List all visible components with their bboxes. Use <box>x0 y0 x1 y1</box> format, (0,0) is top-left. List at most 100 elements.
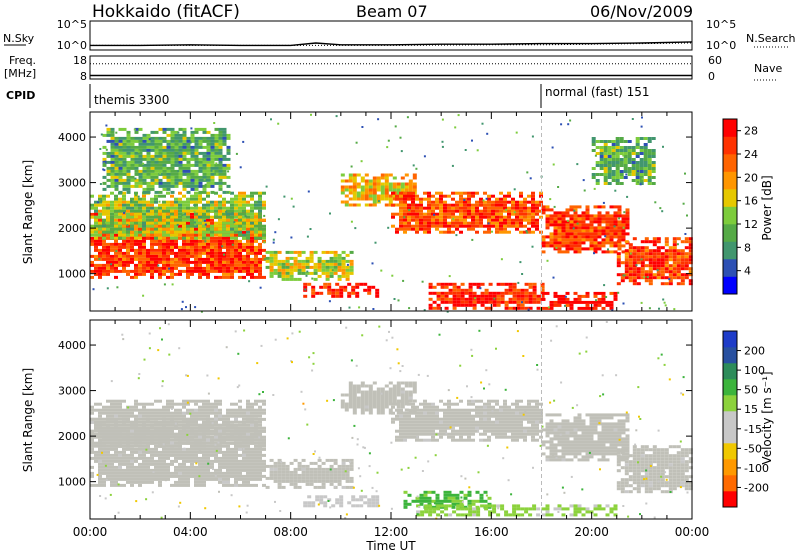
power-cell-r1 <box>210 200 214 204</box>
power-cell-r6 <box>491 224 495 228</box>
power-cell-r0 <box>238 248 242 252</box>
power-noise-point <box>555 246 558 249</box>
power-cell-r0 <box>162 254 166 258</box>
power-cell-r8 <box>585 232 590 236</box>
power-cell-r5 <box>372 182 377 186</box>
power-cell-r3 <box>329 259 334 263</box>
power-cell-r11 <box>619 173 624 176</box>
velocity-cell-r0 <box>254 462 258 466</box>
power-cell-r11 <box>611 176 616 179</box>
power-noise-point <box>613 225 616 228</box>
power-cell-r0 <box>110 263 114 267</box>
power-cell-r6 <box>407 227 411 231</box>
power-cell-r1 <box>242 233 246 237</box>
velocity-cell-r1 <box>98 402 102 406</box>
power-cell-r1 <box>110 233 114 237</box>
power-cell-r2 <box>146 151 151 155</box>
power-cell-r3 <box>301 250 306 254</box>
power-cell-r2 <box>174 145 179 149</box>
power-cell-r8 <box>561 235 566 239</box>
power-cell-r1 <box>142 221 146 225</box>
power-cell-r2 <box>142 169 147 173</box>
power-cell-r3 <box>281 271 286 275</box>
power-cell-r2 <box>226 136 231 140</box>
power-cell-r6 <box>415 194 419 198</box>
power-cell-r8 <box>569 208 574 212</box>
power-cell-r8 <box>577 247 582 251</box>
power-cell-r1 <box>114 206 118 210</box>
power-cell-r7 <box>436 291 441 295</box>
velocity-cell-r0 <box>194 453 198 457</box>
power-cell-r0 <box>242 230 246 234</box>
power-colorbar-tick-label: 20 <box>744 171 758 184</box>
velocity-cell-r0 <box>242 459 246 463</box>
velocity-cell-r0 <box>194 477 198 481</box>
power-cell-r8 <box>609 244 614 248</box>
velocity-cell-r0 <box>190 450 194 454</box>
velocity-cell-r0 <box>98 480 102 484</box>
velocity-cell-r0 <box>178 447 182 451</box>
power-cell-r10 <box>668 249 673 253</box>
power-cell-r3 <box>273 253 278 257</box>
power-cell-r1 <box>118 221 122 225</box>
power-cell-r1 <box>194 197 198 201</box>
power-cell-r6 <box>399 197 403 201</box>
power-cell-r2 <box>218 145 223 149</box>
velocity-cell-r1 <box>110 402 114 406</box>
power-cell-r8 <box>605 235 610 239</box>
velocity-heatmap <box>90 320 693 520</box>
power-cell-r2 <box>178 157 183 161</box>
power-cell-r6 <box>451 212 455 216</box>
power-cell-r8 <box>609 217 614 221</box>
power-cell-r3 <box>265 265 270 269</box>
power-cell-r1 <box>102 230 106 234</box>
velocity-cell-r0 <box>238 465 242 469</box>
power-cell-r8 <box>585 217 590 221</box>
power-cell-r0 <box>226 248 230 252</box>
power-cell-r2 <box>186 178 191 182</box>
power-cell-r1 <box>138 197 142 201</box>
velocity-cell-r0 <box>178 474 182 478</box>
power-cell-r10 <box>668 258 673 262</box>
power-cell-r1 <box>234 221 238 225</box>
velocity-cell-r0 <box>226 462 230 466</box>
power-noise-point <box>640 125 643 128</box>
power-cell-r8 <box>577 223 582 227</box>
velocity-cell-r0 <box>158 483 162 487</box>
power-cell-r2 <box>194 136 199 140</box>
power-cell-r11 <box>651 155 656 158</box>
power-cell-r0 <box>210 266 214 270</box>
velocity-cell-r0 <box>190 441 194 445</box>
power-cell-r1 <box>206 200 210 204</box>
power-cell-r9 <box>553 291 558 295</box>
velocity-cell-r0 <box>118 459 122 463</box>
velocity-cell-r1 <box>98 411 102 415</box>
power-noise-point <box>99 148 102 150</box>
power-cell-r1 <box>258 200 262 204</box>
velocity-cell-r0 <box>166 447 170 451</box>
power-cell-r0 <box>118 269 122 273</box>
power-cell-r1 <box>130 209 134 213</box>
power-cell-r6 <box>411 197 415 201</box>
power-cell-r1 <box>222 215 226 219</box>
power-cell-r0 <box>106 272 110 276</box>
power-cell-r6 <box>463 203 467 207</box>
power-cell-r2 <box>198 175 203 179</box>
power-cell-r1 <box>234 215 238 219</box>
power-noise-point <box>387 139 390 142</box>
power-cell-r0 <box>146 236 150 240</box>
velocity-cell-r0 <box>134 456 138 460</box>
velocity-cell-r0 <box>246 462 250 466</box>
power-cell-r2 <box>194 163 199 167</box>
power-cell-r2 <box>154 157 159 161</box>
power-cell-r3 <box>345 274 350 278</box>
power-cell-r8 <box>597 220 602 224</box>
power-cell-r1 <box>222 221 226 225</box>
velocity-cell-r0 <box>110 447 114 451</box>
power-cell-r0 <box>126 239 130 243</box>
power-cell-r2 <box>174 130 179 134</box>
power-cell-r0 <box>198 275 202 279</box>
power-cell-r0 <box>114 239 118 243</box>
velocity-cell-r0 <box>118 453 122 457</box>
